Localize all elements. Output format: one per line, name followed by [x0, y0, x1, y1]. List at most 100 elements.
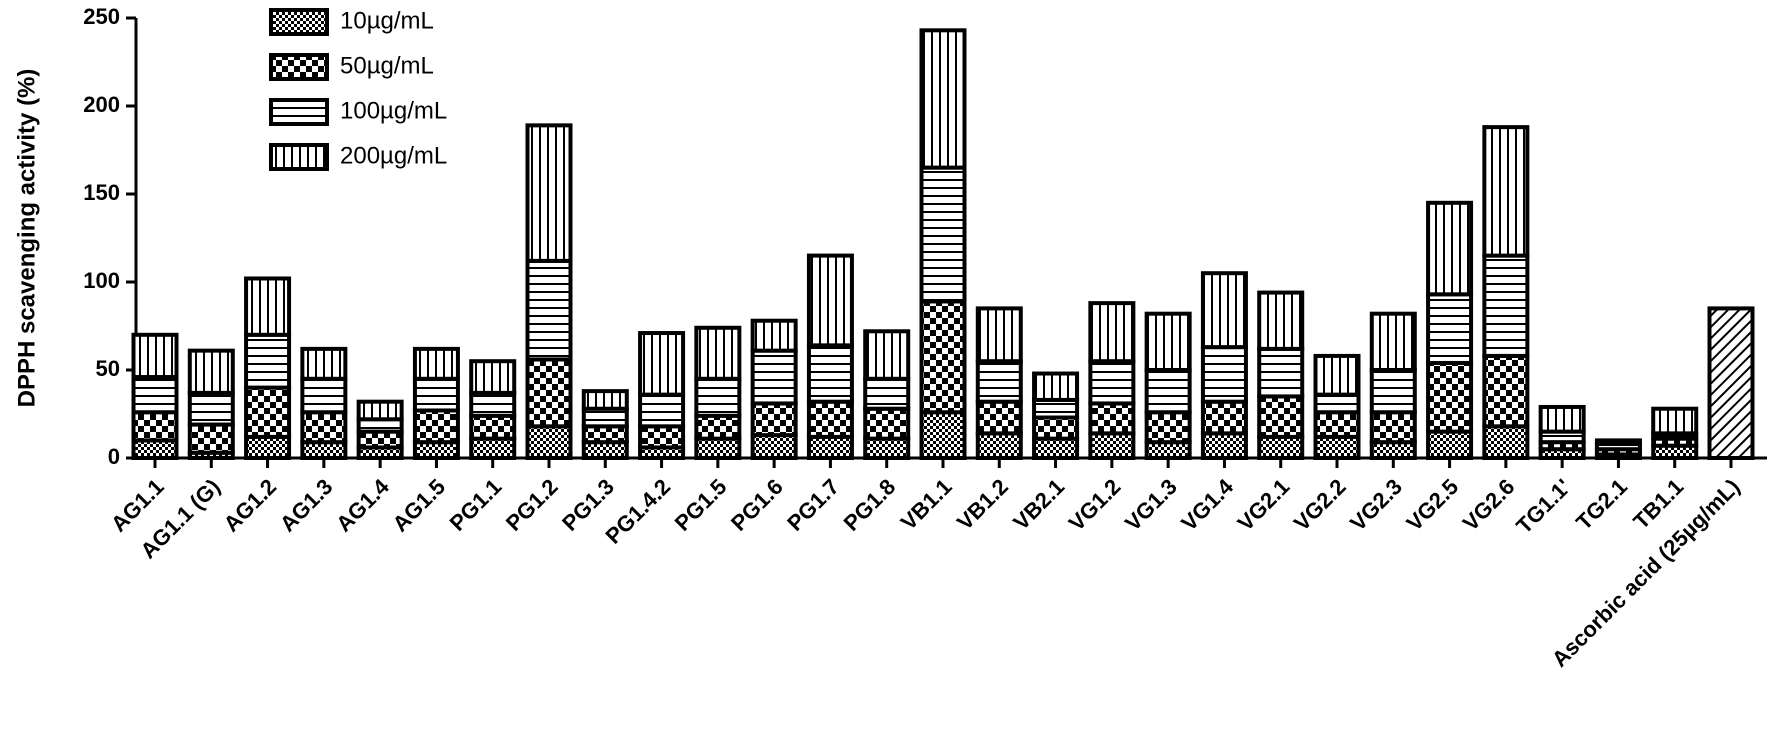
y-tick-label: 150	[83, 180, 120, 205]
bar-segment	[919, 410, 967, 460]
bar-segment	[863, 329, 911, 381]
bar-segment	[975, 306, 1023, 364]
y-tick-label: 250	[83, 4, 120, 29]
bar-segment	[638, 331, 686, 397]
legend-swatch	[269, 143, 329, 171]
bar-segment	[581, 440, 629, 461]
bar-segment	[1088, 401, 1136, 436]
bar-segment	[806, 253, 854, 348]
bar-segment	[1369, 368, 1417, 415]
bar-segment	[1482, 125, 1530, 258]
bar-segment	[187, 422, 235, 455]
x-tick-label: VG2.3	[1345, 474, 1407, 536]
x-tick-label: VG2.5	[1401, 474, 1463, 536]
bar-segment	[412, 346, 460, 381]
bar-segment	[131, 375, 179, 415]
bar-segment	[919, 28, 967, 170]
bar-segment	[1426, 200, 1474, 297]
bar-segment	[1594, 438, 1642, 446]
x-tick-label: VG2.6	[1458, 474, 1520, 536]
x-tick-label: TG1.1'	[1511, 474, 1576, 539]
bar-segment	[525, 258, 573, 362]
y-axis-label: DPPH scavenging activity (%)	[13, 69, 40, 408]
x-tick-label: VB2.1	[1008, 474, 1069, 535]
x-tick-label: AG1.5	[387, 474, 450, 537]
x-tick-label: PG1.5	[670, 474, 732, 536]
x-tick-label: VB1.1	[896, 474, 957, 535]
x-tick-label: VG2.1	[1233, 474, 1295, 536]
bar-segment	[300, 440, 348, 461]
x-tick-label: PG1.8	[839, 474, 901, 536]
bar-segment	[244, 385, 292, 439]
bar-segment	[581, 389, 629, 411]
x-tick-label: VG1.2	[1064, 474, 1126, 536]
bar-segment	[975, 431, 1023, 460]
bar-segment	[412, 440, 460, 461]
bar-segment	[581, 424, 629, 445]
legend-label: 50µg/mL	[340, 52, 434, 79]
x-tick-label: TG2.1	[1571, 474, 1632, 535]
bar-segment	[694, 325, 742, 381]
bar-segment	[919, 165, 967, 304]
bar-segment	[1032, 415, 1080, 441]
x-tick-label: VG1.4	[1176, 473, 1238, 535]
bar-segment	[244, 434, 292, 461]
bar-segment	[919, 299, 967, 415]
bar-segment	[525, 123, 573, 263]
bar-segment	[1200, 431, 1248, 460]
x-tick-label: AG1.3	[275, 474, 338, 537]
x-tick-label: VG2.2	[1289, 474, 1351, 536]
bar-segment	[863, 436, 911, 461]
bar-segment	[1369, 440, 1417, 461]
bar-segment	[1088, 359, 1136, 406]
x-tick-label: VB1.2	[952, 474, 1013, 535]
x-tick-label: VG1.3	[1120, 474, 1182, 536]
bar-segment	[1144, 368, 1192, 415]
y-tick-label: 0	[108, 444, 120, 469]
x-tick-label: PG1.2	[501, 474, 563, 536]
legend-swatch	[269, 8, 329, 36]
bar-segment	[356, 399, 404, 422]
bar-segment	[694, 436, 742, 461]
bar-segment	[1482, 424, 1530, 461]
bar-segment	[1144, 440, 1192, 461]
bar-segment	[638, 424, 686, 450]
x-tick-label: AG1.2	[219, 474, 282, 537]
bar-segment	[863, 376, 911, 411]
legend-swatch	[269, 98, 329, 126]
bar-segment	[975, 399, 1023, 436]
bar-segment	[1482, 353, 1530, 429]
bar-segment	[131, 332, 179, 380]
bar-segment	[1426, 429, 1474, 461]
x-tick-label: AG1.4	[331, 473, 394, 536]
bar-segment	[1257, 434, 1305, 461]
bar-segment	[525, 357, 573, 429]
bar-segment	[469, 390, 517, 418]
bar-segment	[300, 410, 348, 445]
bar-segment	[806, 399, 854, 439]
bar-segment	[187, 348, 235, 395]
bar-segment	[1257, 290, 1305, 351]
bar-segment	[131, 410, 179, 443]
y-tick-label: 200	[83, 92, 120, 117]
legend-label: 100µg/mL	[340, 97, 447, 124]
bar-segment	[1088, 431, 1136, 460]
bar-segment	[750, 433, 798, 460]
bar-segment	[412, 376, 460, 413]
legend-label: 200µg/mL	[340, 142, 447, 169]
bar-segment	[1369, 410, 1417, 445]
bar-segment	[131, 438, 179, 460]
y-tick-label: 50	[96, 356, 120, 381]
bar-segment	[1200, 271, 1248, 350]
bar-segment	[750, 401, 798, 438]
bar-segment	[244, 276, 292, 337]
x-tick-label: PG1.6	[726, 474, 788, 536]
bar-segment	[1088, 301, 1136, 364]
bar-segment	[1313, 410, 1361, 439]
bar-segment	[469, 413, 517, 441]
bar-segment	[750, 318, 798, 353]
bar-segment	[694, 413, 742, 441]
bar-segment	[1369, 311, 1417, 372]
bar-segment	[1144, 410, 1192, 445]
